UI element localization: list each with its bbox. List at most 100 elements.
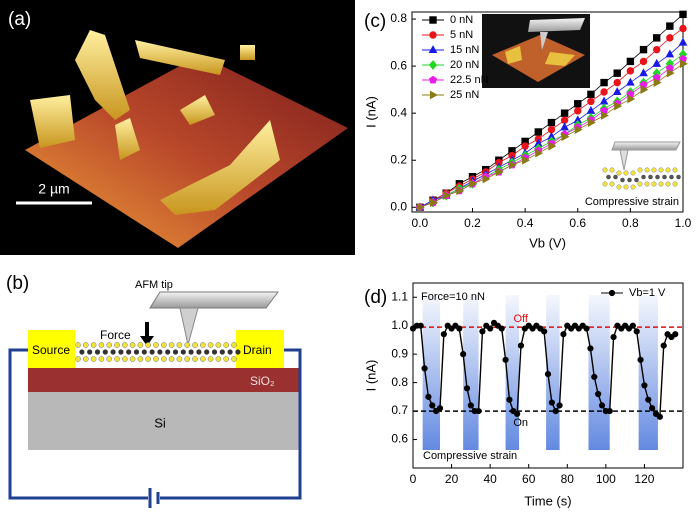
atom — [637, 167, 643, 173]
oxide-layer — [28, 368, 300, 392]
marker — [517, 342, 525, 349]
atom — [168, 342, 175, 348]
y-tick-label: 0.8 — [390, 11, 407, 25]
marker — [548, 141, 557, 151]
atom — [651, 167, 657, 173]
atom — [82, 356, 89, 362]
inset-tip — [540, 32, 548, 50]
marker — [560, 122, 569, 131]
atom — [620, 177, 625, 183]
substrate-label: Si — [154, 415, 166, 430]
atom — [165, 349, 171, 355]
marker — [574, 107, 582, 115]
legend-marker — [428, 45, 438, 54]
atom — [623, 184, 629, 190]
marker — [639, 45, 648, 54]
atom — [630, 184, 636, 190]
marker — [626, 67, 635, 75]
y-axis-label: I (nA) — [363, 360, 378, 392]
drain-label: Drain — [243, 343, 272, 357]
atom — [90, 356, 97, 362]
inset-cantilever — [528, 18, 585, 32]
x-tick-label: 100 — [596, 472, 616, 486]
plot-frame — [411, 11, 684, 213]
atom — [98, 356, 105, 362]
marker — [627, 94, 636, 104]
legend-marker — [429, 16, 437, 24]
marker — [482, 174, 491, 184]
flake — [30, 95, 75, 148]
atom — [192, 356, 198, 362]
marker — [640, 85, 649, 95]
marker — [460, 351, 467, 358]
atom — [82, 342, 89, 348]
marker — [652, 58, 662, 67]
atom — [634, 177, 639, 183]
atom — [665, 167, 671, 173]
marker — [475, 407, 482, 415]
x-tick-label: 1.0 — [675, 216, 692, 230]
atom — [207, 356, 214, 362]
marker — [587, 90, 595, 99]
x-tick-label: 60 — [522, 472, 536, 486]
shaded-region — [588, 295, 610, 450]
x-axis-label: Vb (V) — [529, 235, 566, 250]
marker — [487, 325, 494, 332]
atom — [623, 170, 629, 176]
atom — [87, 349, 93, 355]
marker — [666, 68, 675, 78]
marker — [606, 407, 613, 415]
atom — [106, 356, 113, 362]
cantilever — [149, 291, 279, 309]
marker — [633, 328, 640, 335]
marker — [560, 109, 569, 117]
legend-label: Vb=1 V — [629, 287, 666, 299]
atom — [637, 181, 643, 187]
reference-label: On — [513, 417, 528, 429]
atom — [627, 177, 632, 183]
shaded-region — [638, 295, 658, 450]
marker — [463, 385, 471, 392]
marker — [666, 34, 674, 42]
atom — [215, 356, 222, 362]
marker — [612, 87, 622, 96]
marker — [629, 322, 636, 329]
y-tick-label: 1.1 — [391, 289, 408, 303]
marker — [508, 160, 517, 170]
marker — [541, 328, 548, 335]
atom — [235, 349, 241, 355]
y-tick-label: 0.7 — [391, 403, 408, 417]
atom — [176, 342, 183, 348]
marker — [598, 402, 606, 409]
marker — [586, 105, 596, 114]
panel-label: (c) — [364, 11, 386, 32]
atom — [616, 184, 622, 190]
x-tick-label: 40 — [483, 472, 497, 486]
atom — [648, 174, 653, 180]
afm-surface — [25, 55, 348, 248]
marker — [429, 198, 438, 207]
flake — [135, 40, 225, 75]
flake — [240, 45, 255, 60]
legend-label: 0 nN — [450, 14, 473, 26]
reference-label: Off — [513, 313, 528, 325]
atom — [75, 342, 81, 348]
marker — [552, 407, 559, 415]
x-tick-label: 80 — [561, 472, 575, 486]
flake — [160, 120, 280, 215]
atom — [153, 356, 159, 362]
legend-label: 20 nN — [450, 59, 479, 71]
drain-electrode — [236, 330, 284, 368]
marker — [587, 118, 596, 127]
marker — [653, 78, 662, 87]
atom — [211, 349, 218, 355]
marker — [672, 331, 679, 338]
atom — [609, 167, 615, 173]
marker — [574, 100, 582, 108]
marker — [417, 322, 424, 329]
y-tick-label: 0.4 — [390, 105, 407, 119]
annotation: Force=10 nN — [421, 291, 485, 303]
y-tick-label: 0.9 — [391, 346, 408, 360]
annotation: Compressive strain — [423, 450, 517, 462]
